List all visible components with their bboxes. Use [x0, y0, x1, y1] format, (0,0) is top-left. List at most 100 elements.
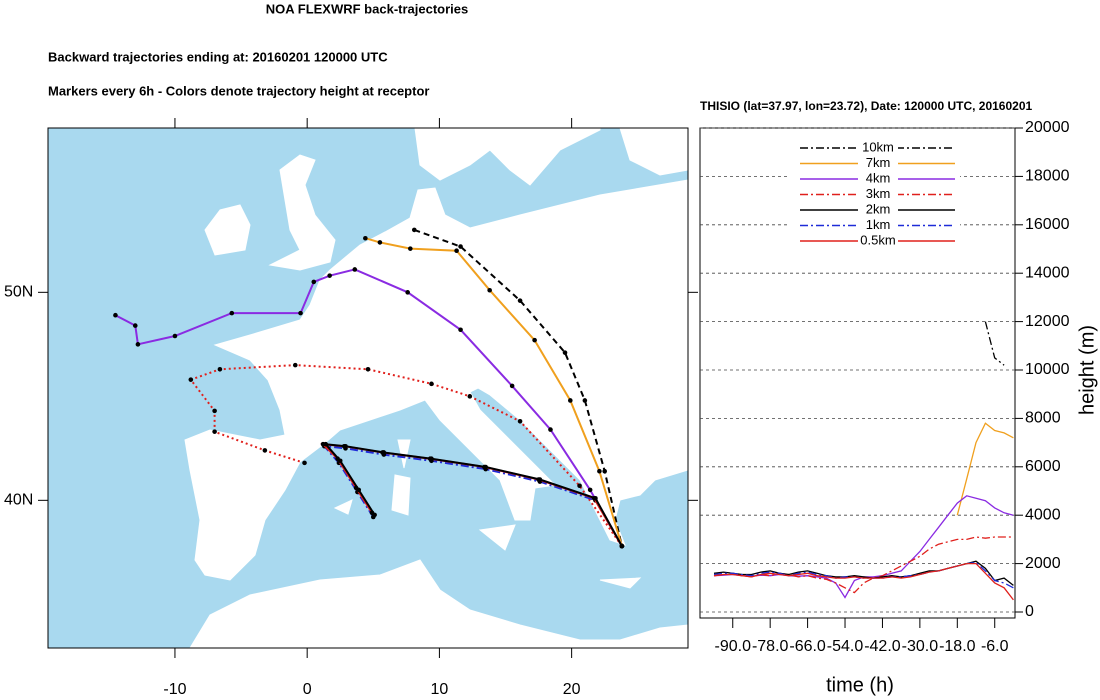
- marker: [363, 235, 368, 241]
- marker: [132, 323, 138, 328]
- y-tick-label: 6000: [1025, 458, 1061, 475]
- marker: [323, 441, 328, 447]
- x-tick-label: -6.0: [981, 638, 1009, 655]
- marker: [229, 310, 235, 316]
- legend-label-bg: [858, 187, 898, 202]
- y-tick-label: 2000: [1025, 555, 1061, 572]
- legend-label-bg: [858, 172, 898, 186]
- marker: [365, 366, 371, 372]
- marker: [377, 240, 383, 245]
- legend-label: 7km: [866, 155, 891, 170]
- balearics: [333, 499, 353, 515]
- marker: [467, 394, 473, 399]
- marker: [343, 443, 348, 449]
- marker: [458, 244, 463, 249]
- marker: [509, 383, 515, 389]
- marker: [352, 267, 358, 272]
- x-tick-label: 0: [303, 681, 312, 698]
- marker: [337, 458, 343, 464]
- legend-label: 2km: [866, 201, 891, 216]
- legend-label-bg: [858, 141, 898, 155]
- marker: [602, 468, 607, 474]
- marker: [327, 273, 332, 278]
- scandinavia: [414, 128, 601, 186]
- marker: [292, 362, 298, 368]
- legend-label: 0.5km: [860, 232, 895, 247]
- x-tick-label: 20: [563, 681, 581, 698]
- lines: [713, 321, 1014, 601]
- series-line: [984, 321, 1005, 366]
- marker: [381, 450, 387, 455]
- marker: [311, 279, 317, 285]
- marker: [454, 248, 459, 254]
- trajectories: [113, 227, 625, 549]
- legend-label: 1km: [866, 217, 891, 232]
- marker: [532, 337, 537, 343]
- series-line: [956, 422, 1014, 516]
- marker: [619, 543, 625, 549]
- legend-label-bg: [858, 156, 898, 171]
- marker: [113, 312, 118, 318]
- y-tick-label: 8000: [1025, 410, 1061, 427]
- x-tick-label: -10: [163, 681, 186, 698]
- sicily: [478, 524, 516, 551]
- land: [184, 128, 688, 648]
- x-tick-label: -54.0: [827, 638, 864, 655]
- marker: [429, 456, 434, 462]
- marker: [408, 246, 413, 251]
- x-tick-label: -42.0: [864, 638, 901, 655]
- marker: [593, 495, 598, 501]
- sardinia: [391, 474, 411, 516]
- series-line: [713, 536, 1014, 594]
- y-tick-label: 20000: [1025, 119, 1070, 136]
- y-tick-label: 50N: [4, 284, 33, 301]
- ireland: [204, 204, 251, 256]
- y-tick-label: 10000: [1025, 361, 1070, 378]
- marker: [537, 477, 543, 482]
- marker: [212, 429, 217, 434]
- marker: [135, 342, 141, 347]
- note: Markers every 6h - Colors denote traject…: [48, 83, 429, 98]
- marker: [548, 427, 553, 432]
- x-tick-label: -18.0: [939, 638, 976, 655]
- marker: [262, 448, 268, 453]
- x-tick-label: -78.0: [752, 638, 789, 655]
- marker: [405, 290, 410, 295]
- y-tick-label: 0: [1025, 603, 1034, 620]
- marker: [372, 512, 377, 518]
- marker: [458, 327, 463, 333]
- marker: [429, 381, 434, 387]
- marker: [356, 487, 362, 493]
- marker: [587, 487, 593, 493]
- marker: [298, 310, 303, 316]
- marker: [582, 398, 588, 403]
- britain: [268, 154, 336, 271]
- x-tick-label: -30.0: [902, 638, 939, 655]
- legend-label-bg: [858, 218, 898, 233]
- marker: [517, 298, 523, 303]
- finland: [619, 128, 688, 176]
- series-line: [713, 562, 1014, 601]
- legend-label-bg: [858, 234, 898, 248]
- x-tick-label: -66.0: [789, 638, 826, 655]
- marker: [568, 398, 573, 403]
- marker: [562, 350, 568, 355]
- x-tick-label: -90.0: [715, 638, 752, 655]
- marker: [302, 460, 307, 466]
- figure-title: NOA FLEXWRF back-trajectories: [266, 1, 469, 16]
- legend-label-bg: [858, 203, 898, 217]
- marker: [188, 377, 194, 382]
- y-tick-label: 12000: [1025, 313, 1070, 330]
- x-axis-label: time (h): [826, 674, 894, 696]
- y-axis-label: height (m): [1076, 325, 1098, 415]
- crete: [599, 577, 642, 589]
- y-tick-label: 40N: [4, 492, 33, 509]
- x-tick-label: 10: [431, 681, 449, 698]
- subtitle: Backward trajectories ending at: 2016020…: [48, 49, 388, 64]
- marker: [597, 468, 602, 474]
- legend-label: 10km: [862, 139, 894, 154]
- marker: [483, 464, 488, 470]
- marker: [212, 408, 217, 414]
- marker: [577, 483, 582, 489]
